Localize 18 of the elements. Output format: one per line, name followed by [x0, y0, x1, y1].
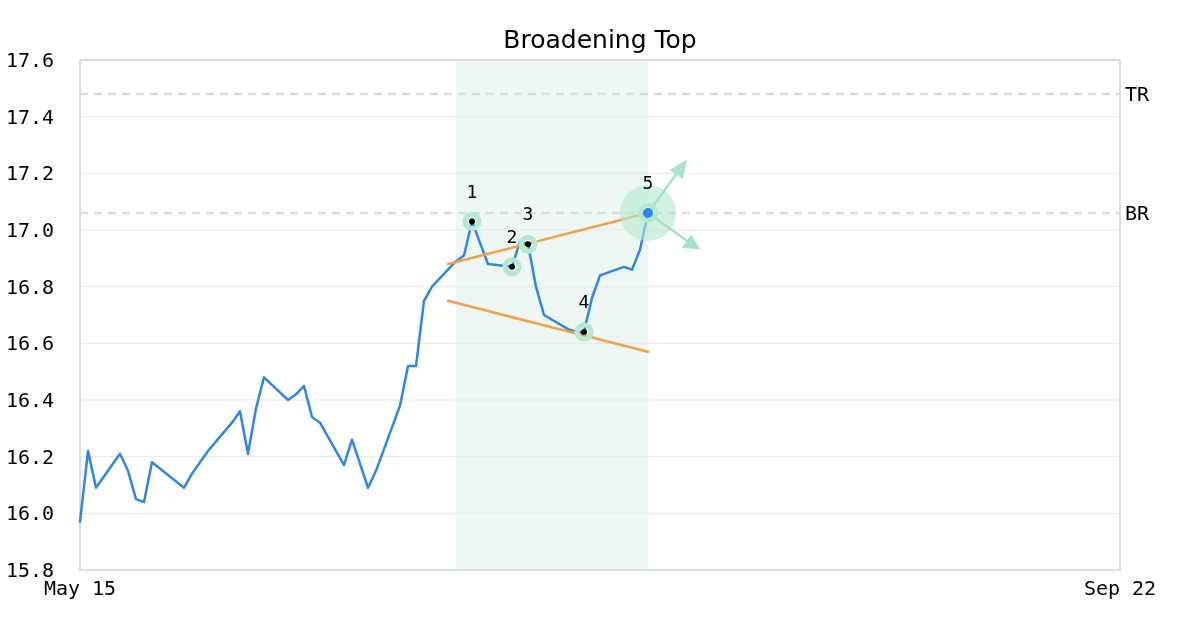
annotation: 2: [506, 225, 518, 247]
y-tick-label: 16.8: [5, 274, 55, 299]
annotation: 5: [642, 172, 654, 193]
y-tick-label: 16.2: [5, 444, 55, 469]
y-tick-label: 16.6: [5, 331, 55, 356]
y-tick-label: 16.0: [5, 501, 55, 526]
ref-line-label: BR: [1125, 201, 1151, 225]
y-tick-label: 16.4: [5, 388, 55, 412]
chart-title: Broadening Top: [503, 25, 697, 54]
annotation: 3: [522, 203, 534, 225]
x-tick-label: Sep 22: [1083, 576, 1157, 600]
ref-line-label: TR: [1125, 82, 1151, 106]
y-tick-label: 17.6: [5, 48, 55, 72]
y-tick-label: 17.4: [5, 104, 55, 129]
y-tick-label: 17.0: [5, 218, 55, 242]
y-tick-label: 17.2: [5, 161, 55, 186]
annotation: 4: [578, 291, 590, 312]
annotation: 1: [466, 180, 478, 202]
